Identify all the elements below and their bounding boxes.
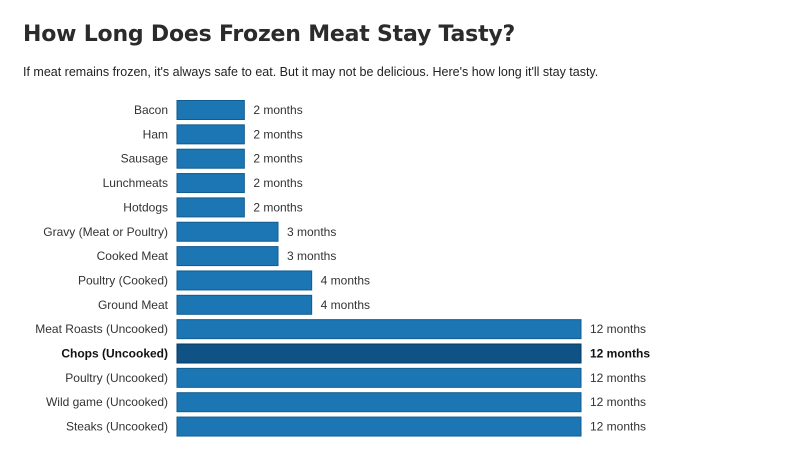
value-label: 2 months [253,152,302,166]
category-label: Sausage [121,152,169,166]
bar [176,270,313,291]
category-label: Steaks (Uncooked) [66,420,168,434]
chart-title: How Long Does Frozen Meat Stay Tasty? [23,22,516,47]
value-label: 12 months [590,395,646,409]
category-label: Gravy (Meat or Poultry) [43,225,168,239]
bar [176,124,245,145]
bar [176,173,245,194]
value-label: 2 months [253,127,302,141]
category-label: Lunchmeats [103,176,168,190]
category-label: Ham [143,127,168,141]
value-label: 12 months [590,347,650,361]
value-label: 12 months [590,420,646,434]
bar [176,416,582,437]
bar [176,367,582,388]
bar [176,392,582,413]
value-label: 4 months [321,273,370,287]
chart-subtitle: If meat remains frozen, it's always safe… [23,65,599,79]
category-label: Ground Meat [98,298,169,312]
category-label: Hotdogs [123,200,168,214]
bar [176,246,279,267]
bar [176,294,313,315]
value-label: 3 months [287,249,336,263]
value-label: 3 months [287,225,336,239]
value-label: 2 months [253,176,302,190]
value-label: 2 months [253,200,302,214]
bar [176,221,279,242]
category-label: Meat Roasts (Uncooked) [35,322,168,336]
bar [176,148,245,169]
value-label: 12 months [590,322,646,336]
value-label: 4 months [321,298,370,312]
category-label: Chops (Uncooked) [61,347,168,361]
category-label: Poultry (Cooked) [78,273,168,287]
bar [176,100,245,120]
category-label: Cooked Meat [97,249,169,263]
bar [176,319,582,340]
bars-layer: Bacon 2 months Ham 2 months Sausage 2 months L… [35,100,650,437]
value-label: 12 months [590,371,646,385]
category-label: Bacon [134,103,168,117]
category-label: Poultry (Uncooked) [65,371,168,385]
value-label: 2 months [253,103,302,117]
category-label: Wild game (Uncooked) [46,395,168,409]
bar [176,343,582,364]
bar [176,197,245,218]
